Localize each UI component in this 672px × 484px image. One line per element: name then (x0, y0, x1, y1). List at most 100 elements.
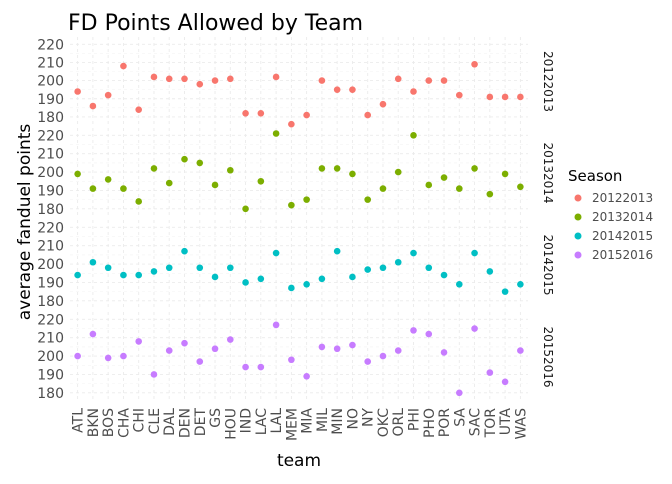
x-tick-label: NO (345, 408, 361, 430)
data-point (242, 363, 249, 371)
y-axis-title: average fanduel points (15, 124, 35, 321)
data-point (486, 190, 494, 198)
data-point (120, 352, 127, 360)
data-point (74, 88, 81, 95)
x-tick-label: POR (437, 408, 453, 437)
data-point (318, 77, 326, 84)
data-point (135, 106, 142, 113)
y-tick-label: 210 (37, 239, 64, 255)
x-tick-label: LAC (254, 408, 270, 435)
data-point (517, 280, 524, 288)
data-point (288, 356, 295, 364)
data-point (471, 249, 478, 257)
data-point (74, 271, 81, 279)
data-point (181, 155, 188, 163)
data-point (486, 369, 494, 376)
x-tick-label: CHI (132, 408, 148, 432)
data-point (333, 345, 341, 353)
data-point (211, 273, 219, 281)
x-tick-label: SAC (468, 408, 484, 436)
data-point (104, 354, 112, 362)
data-point (318, 343, 326, 351)
data-point (196, 358, 204, 365)
data-point (272, 73, 280, 81)
data-point (272, 130, 280, 137)
data-point (364, 358, 372, 365)
y-tick-label: 180 (37, 294, 64, 310)
data-point (150, 268, 158, 275)
x-tick-label: TOR (483, 408, 499, 439)
data-point (257, 109, 265, 117)
data-point (486, 268, 494, 275)
data-point (135, 338, 142, 345)
x-tick-label: CHA (116, 408, 132, 438)
data-point (440, 77, 448, 84)
x-tick-label: DEN (178, 408, 194, 438)
x-tick-label: ORL (391, 408, 407, 437)
data-point (165, 179, 173, 187)
y-tick-label: 190 (37, 183, 64, 199)
data-point (456, 91, 463, 99)
data-point (364, 266, 372, 273)
x-tick-label: MIN (330, 408, 346, 435)
x-tick-label: PHO (422, 408, 438, 438)
data-point (211, 345, 219, 353)
data-point (318, 165, 326, 172)
data-point (196, 80, 204, 88)
data-point (89, 102, 97, 110)
data-point (303, 196, 310, 203)
data-point (150, 165, 158, 172)
data-point (425, 181, 433, 189)
y-tick-label: 200 (37, 257, 64, 273)
data-point (288, 284, 295, 292)
facet-strip-label: 20122013 (541, 51, 555, 112)
data-point (303, 372, 310, 380)
facet-strip-label: 20132014 (541, 142, 555, 203)
data-point (242, 205, 249, 213)
data-point (333, 86, 341, 93)
data-point (227, 264, 234, 272)
data-point (181, 75, 188, 83)
data-point (379, 264, 387, 272)
data-point (303, 111, 310, 119)
data-point (120, 62, 127, 70)
data-point (165, 347, 173, 354)
data-point (440, 349, 448, 356)
legend-key (574, 251, 582, 259)
data-point (89, 185, 97, 192)
y-tick-label: 200 (37, 74, 64, 90)
data-point (135, 198, 142, 205)
data-point (303, 280, 310, 288)
y-tick-label: 220 (37, 37, 64, 53)
data-point (517, 347, 524, 354)
x-tick-label: NY (361, 408, 377, 427)
y-tick-label: 180 (37, 386, 64, 402)
data-point (486, 93, 494, 101)
data-point (501, 170, 509, 178)
data-point (349, 86, 356, 93)
x-tick-label: SA (452, 408, 468, 427)
legend-label: 20152016 (592, 248, 653, 262)
data-point (242, 279, 249, 286)
y-tick-label: 210 (37, 147, 64, 163)
data-point (227, 75, 234, 83)
y-tick-label: 210 (37, 331, 64, 347)
data-point (501, 378, 509, 386)
data-point (135, 271, 142, 279)
data-point (425, 77, 433, 84)
data-point (456, 280, 463, 288)
data-point (288, 201, 295, 209)
data-point (333, 247, 341, 255)
data-point (74, 170, 81, 178)
x-tick-label: MIA (300, 408, 316, 434)
data-point (471, 325, 478, 332)
data-point (318, 275, 326, 283)
data-point (120, 185, 127, 192)
y-tick-label: 180 (37, 110, 64, 126)
data-point (501, 288, 509, 295)
data-point (227, 166, 234, 174)
data-point (165, 264, 173, 272)
y-tick-label: 220 (37, 128, 64, 144)
data-point (211, 77, 219, 84)
